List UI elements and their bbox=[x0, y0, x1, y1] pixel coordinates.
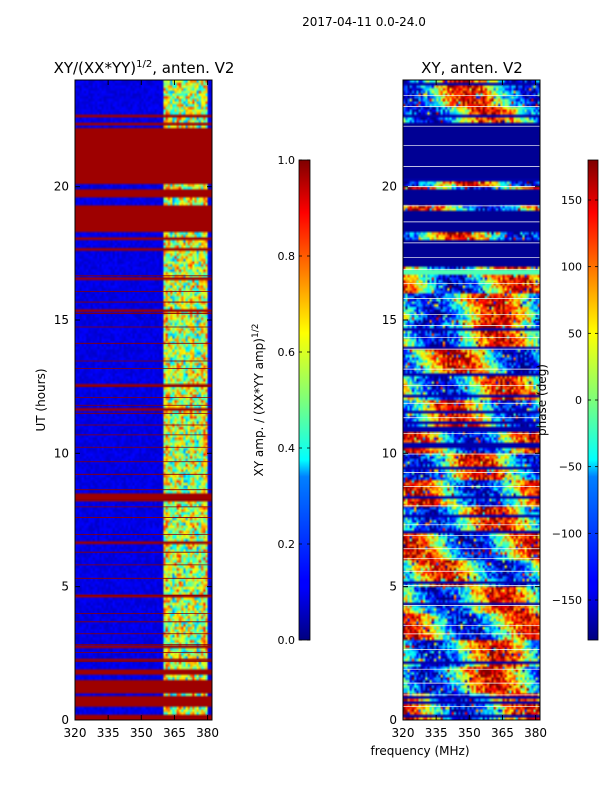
colorbar-tick-label: −50 bbox=[559, 461, 582, 474]
phase-colorbar: −150 −100 −50 0 50 100 150 phase (deg) bbox=[535, 159, 599, 641]
colorbar-tick-label: 0.0 bbox=[278, 634, 296, 647]
colorbar-tick-label: 1.0 bbox=[278, 154, 296, 167]
colorbar-tick-label: 150 bbox=[561, 194, 582, 207]
phase-heatmap bbox=[403, 80, 540, 720]
x-tick-label: 380 bbox=[196, 726, 219, 740]
y-tick-label: 0 bbox=[61, 713, 69, 727]
y-tick-label: 5 bbox=[389, 580, 397, 594]
y-tick-label: 10 bbox=[54, 446, 69, 460]
phase-colorbar-label: phase (deg) bbox=[535, 364, 549, 436]
colorbar-tick-label: 0 bbox=[575, 394, 582, 407]
x-tick-label: 335 bbox=[97, 726, 120, 740]
x-tick-label: 380 bbox=[524, 726, 547, 740]
y-tick-label: 0 bbox=[389, 713, 397, 727]
colorbar-tick-label: −150 bbox=[552, 594, 582, 607]
x-tick-label: 320 bbox=[64, 726, 87, 740]
y-tick-label: 20 bbox=[54, 180, 69, 194]
y-tick-label: 15 bbox=[54, 313, 69, 327]
y-tick-label: 20 bbox=[382, 180, 397, 194]
figure-suptitle: 2017-04-11 0.0-24.0 bbox=[302, 15, 426, 29]
colorbar-tick-label: 0.8 bbox=[278, 250, 296, 263]
x-tick-label: 320 bbox=[392, 726, 415, 740]
shared-x-axis-label: frequency (MHz) bbox=[370, 744, 469, 758]
colorbar-tick-label: 100 bbox=[561, 261, 582, 274]
colorbar-tick-label: 0.2 bbox=[278, 538, 296, 551]
y-tick-label: 10 bbox=[382, 446, 397, 460]
colorbar-tick-label: −100 bbox=[552, 527, 582, 540]
phase-axis-ticks: 320 335 350 365 380 0 5 10 15 20 bbox=[382, 80, 547, 740]
colorbar-tick-label: 0.6 bbox=[278, 346, 296, 359]
amplitude-plot-frame bbox=[74, 79, 213, 721]
x-tick-label: 350 bbox=[130, 726, 153, 740]
y-tick-label: 15 bbox=[382, 313, 397, 327]
phase-heatmap-image bbox=[403, 80, 540, 720]
amplitude-colorbar-bar bbox=[298, 159, 311, 641]
x-tick-label: 350 bbox=[458, 726, 481, 740]
amplitude-axis-ticks: 320 335 350 365 380 0 5 10 15 20 bbox=[54, 80, 219, 740]
amplitude-y-axis-label: UT (hours) bbox=[34, 368, 48, 431]
amplitude-heatmap-image bbox=[75, 80, 212, 720]
colorbar-tick-label: 0.4 bbox=[278, 442, 296, 455]
phase-panel-title: XY, anten. V2 bbox=[421, 59, 523, 77]
phase-plot-frame bbox=[402, 79, 541, 721]
phase-panel: XY, anten. V2 320 335 350 365 380 0 5 10 15 20 bbox=[382, 59, 547, 740]
amplitude-panel-title: XY/(XX*YY)1/2, anten. V2 bbox=[54, 59, 235, 77]
amplitude-heatmap bbox=[75, 80, 212, 720]
amplitude-panel: XY/(XX*YY)1/2, anten. V2 320 335 350 365 380… bbox=[34, 59, 234, 740]
amplitude-colorbar-ticks: 0.0 0.2 0.4 0.6 0.8 1.0 bbox=[278, 154, 310, 647]
phase-colorbar-ticks: −150 −100 −50 0 50 100 150 bbox=[552, 194, 598, 607]
colorbar-tick-label: 50 bbox=[568, 327, 582, 340]
x-tick-label: 365 bbox=[491, 726, 514, 740]
amplitude-colorbar-label: XY amp. / (XX*YY amp)1/2 bbox=[251, 324, 266, 477]
x-tick-label: 365 bbox=[163, 726, 186, 740]
y-tick-label: 5 bbox=[61, 580, 69, 594]
amplitude-colorbar: 0.0 0.2 0.4 0.6 0.8 1.0 XY amp. / (XX*YY amp)… bbox=[251, 154, 311, 647]
x-tick-label: 335 bbox=[425, 726, 448, 740]
